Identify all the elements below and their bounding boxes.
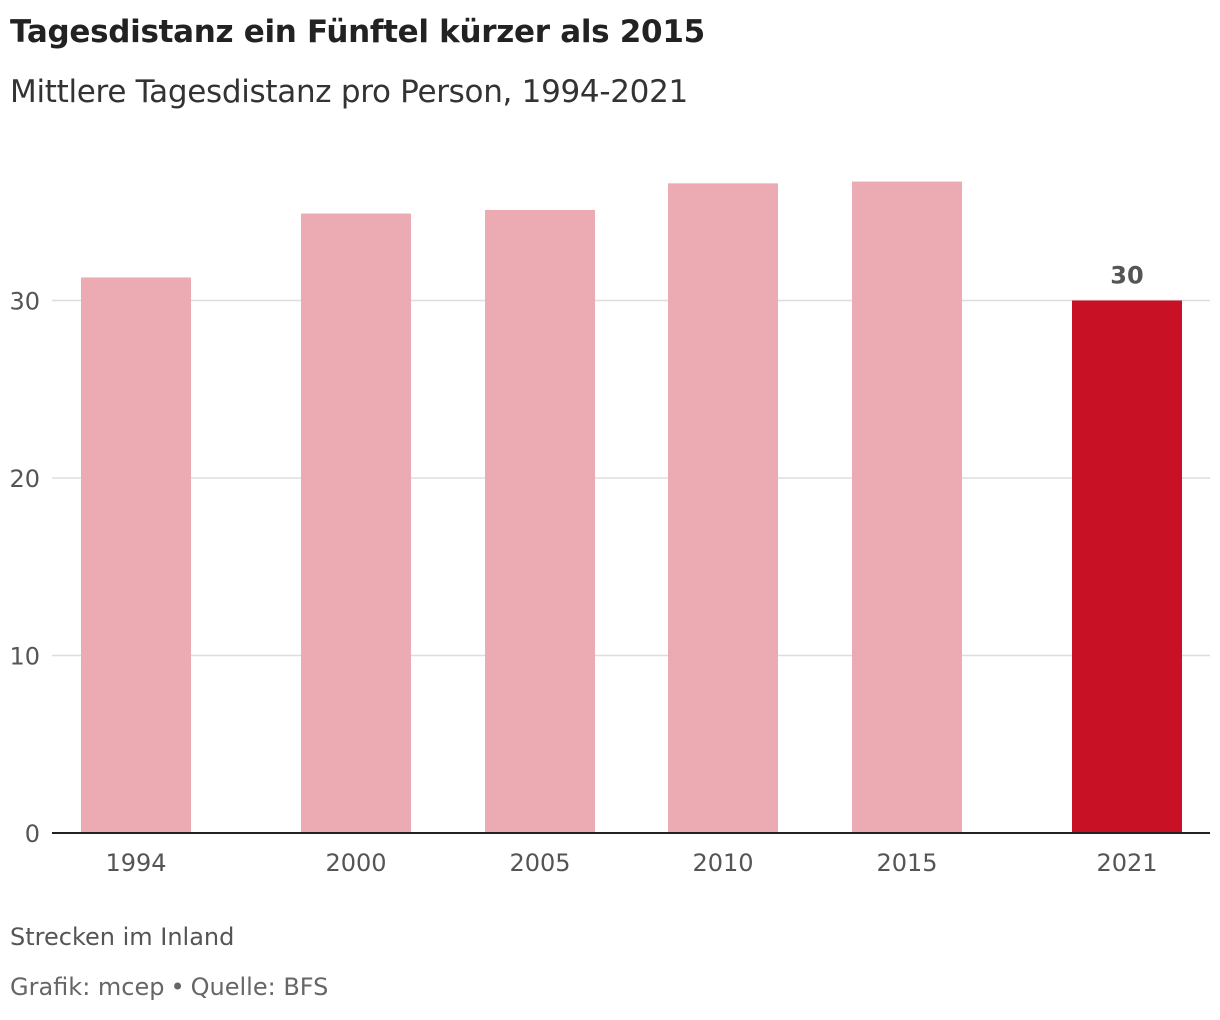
footnote: Strecken im Inland [10, 923, 235, 951]
x-tick-label-2010: 2010 [692, 849, 753, 877]
bar-2015 [852, 181, 962, 833]
chart-title: Tagesdistanz ein Fünftel kürzer als 2015 [10, 14, 705, 50]
y-tick-label-20: 20 [9, 465, 40, 493]
bar-2005 [485, 209, 595, 834]
data-label-2021: 30 [1110, 262, 1143, 290]
x-tick-label-1994: 1994 [105, 849, 166, 877]
credit-separator: • [170, 973, 185, 1001]
bar-2010 [668, 183, 778, 834]
x-tick-label-2015: 2015 [876, 849, 937, 877]
chart-subtitle: Mittlere Tagesdistanz pro Person, 1994-2… [10, 74, 688, 110]
y-tick-label-10: 10 [9, 643, 40, 671]
x-tick-label-2000: 2000 [325, 849, 386, 877]
credit-text: Grafik: mcep [10, 973, 165, 1001]
source-text: Quelle: BFS [190, 973, 329, 1001]
bar-1994 [81, 277, 191, 833]
x-tick-label-2021: 2021 [1096, 849, 1157, 877]
x-tick-label-2005: 2005 [509, 849, 570, 877]
bar-2021 [1072, 300, 1182, 833]
y-tick-label-0: 0 [25, 820, 40, 848]
bar-2000 [301, 213, 411, 833]
y-tick-label-30: 30 [9, 288, 40, 316]
credits: Grafik: mcep • Quelle: BFS [10, 973, 328, 1001]
